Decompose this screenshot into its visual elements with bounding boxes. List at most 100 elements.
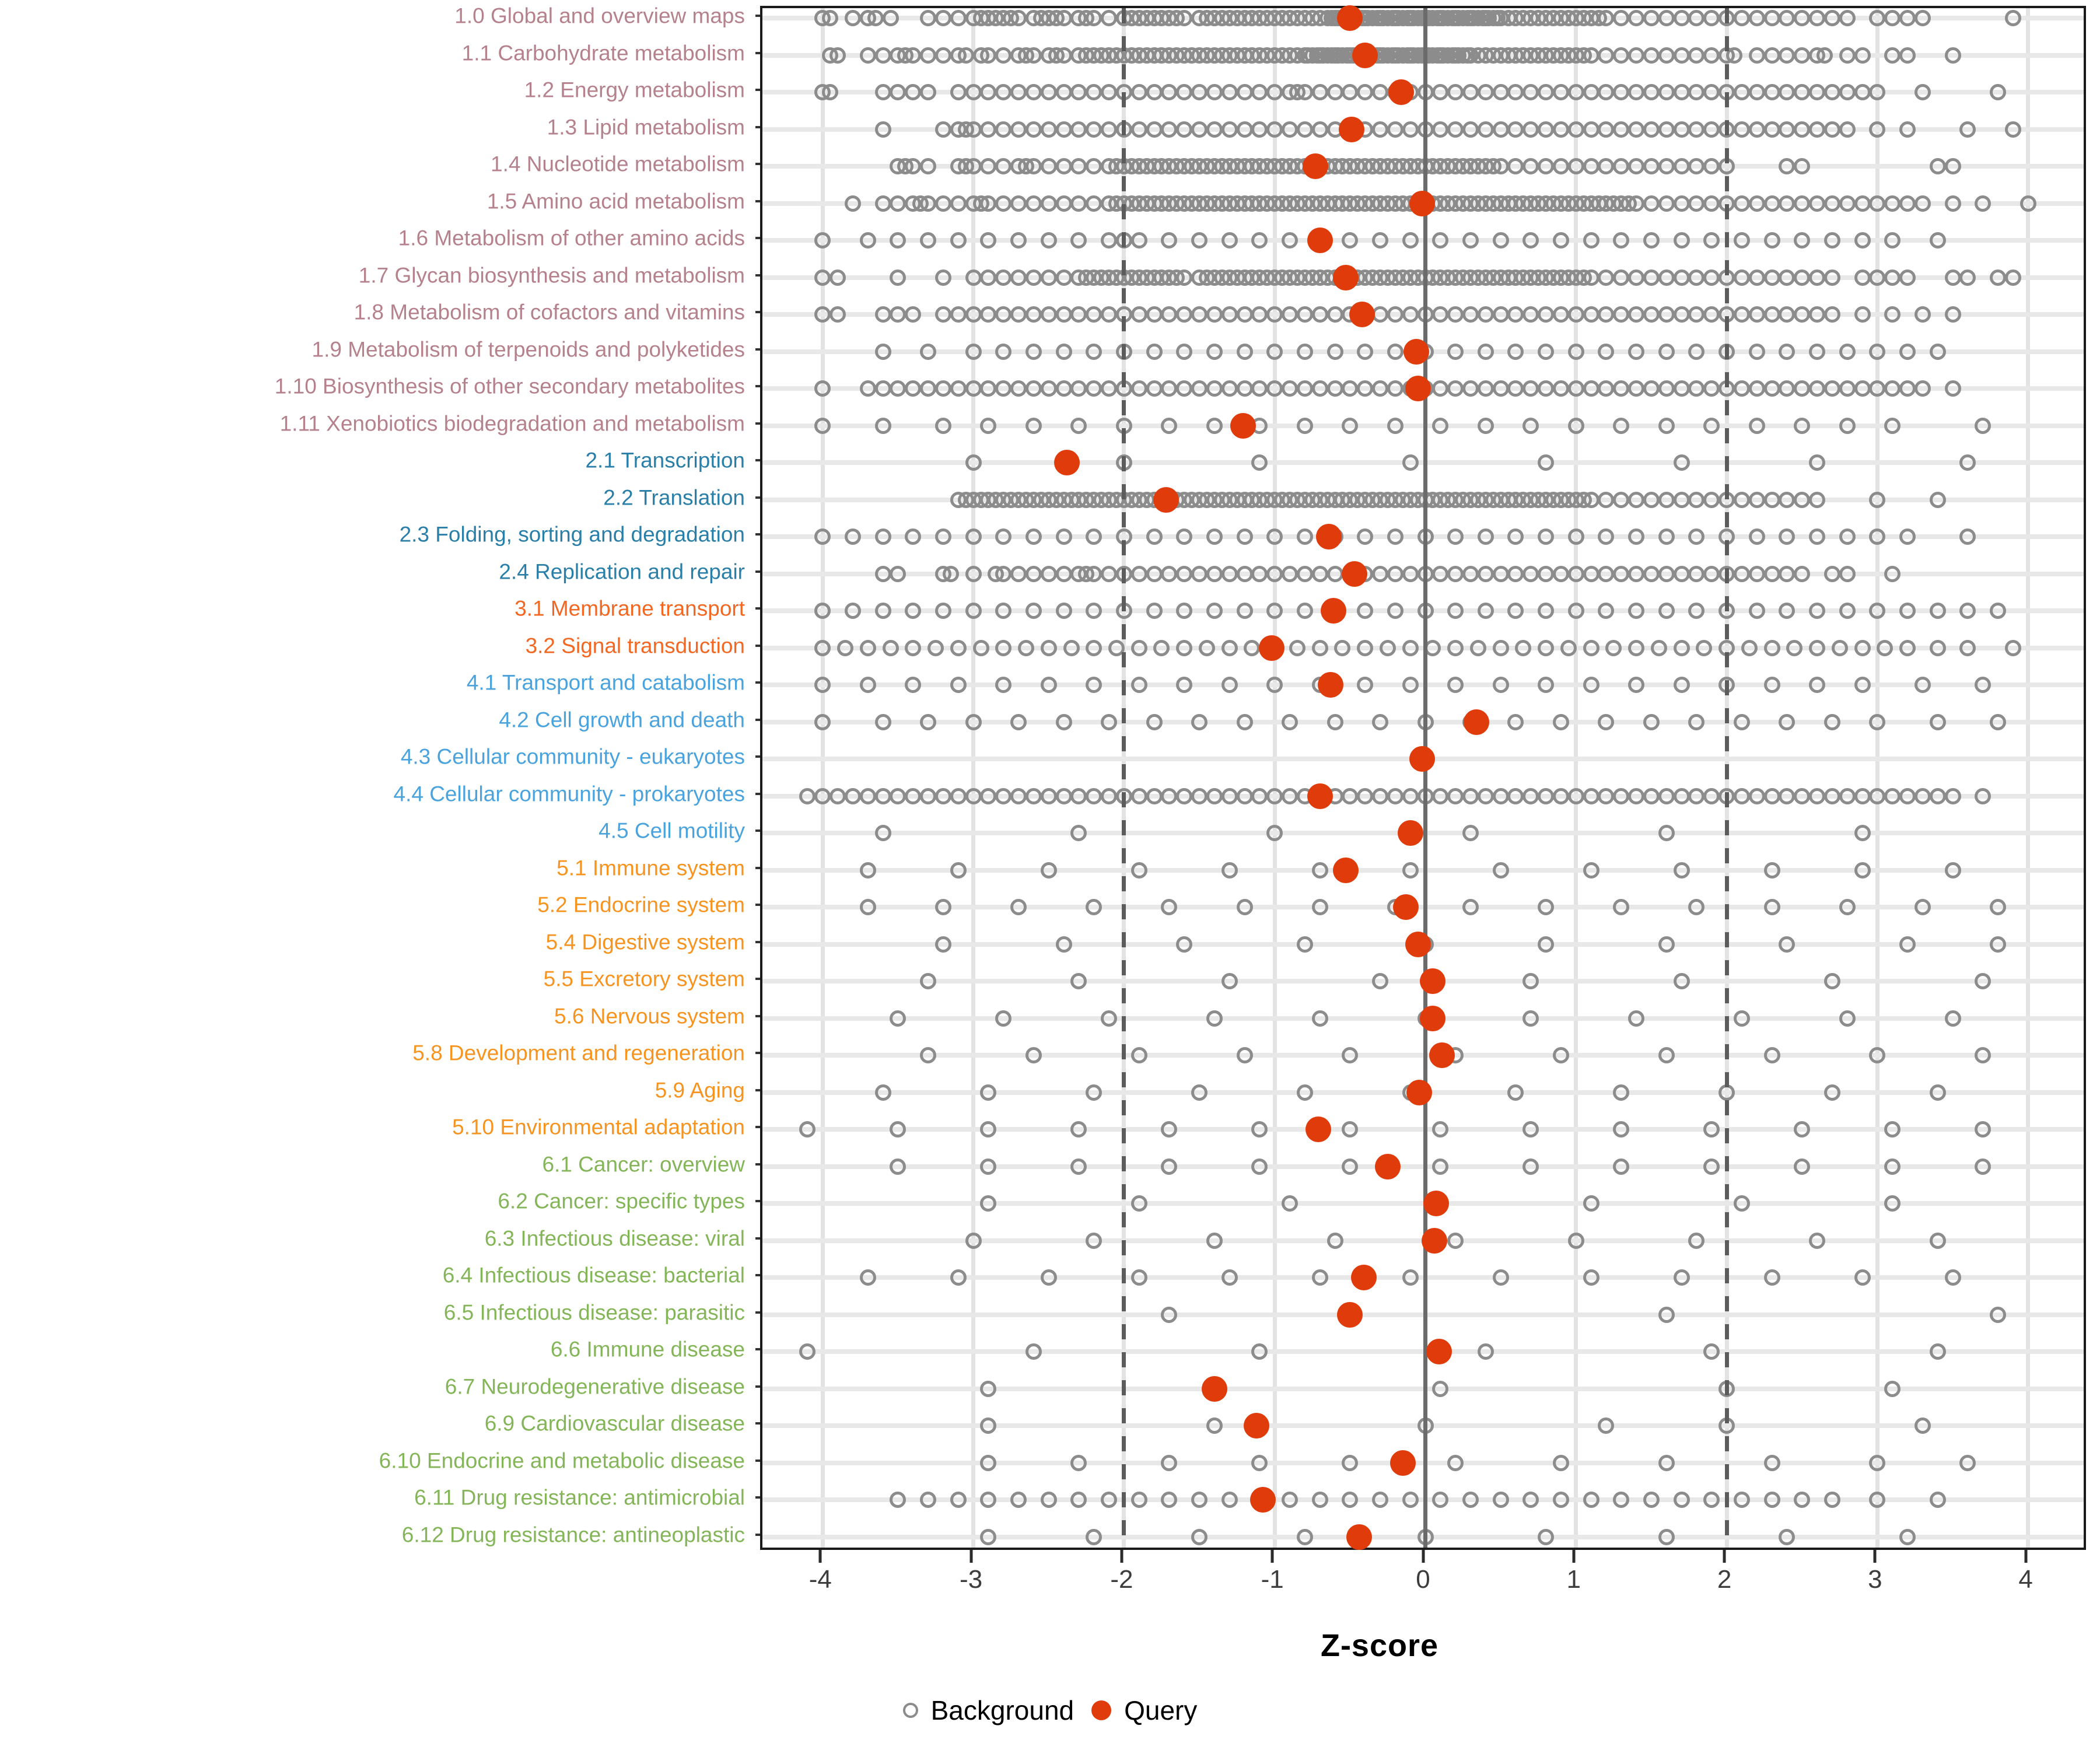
- background-point: [859, 862, 876, 878]
- query-point[interactable]: [1250, 1487, 1276, 1513]
- background-point: [1492, 158, 1509, 175]
- query-point[interactable]: [1332, 264, 1359, 290]
- background-point: [1703, 380, 1720, 397]
- query-point[interactable]: [1349, 302, 1376, 328]
- query-point[interactable]: [1307, 783, 1333, 809]
- background-point: [1688, 47, 1705, 64]
- background-point: [890, 269, 907, 286]
- background-point: [1779, 47, 1796, 64]
- query-point[interactable]: [1423, 1191, 1449, 1217]
- query-point[interactable]: [1337, 5, 1363, 31]
- background-point: [935, 10, 951, 26]
- background-point: [1779, 195, 1796, 212]
- background-point: [1748, 47, 1765, 64]
- background-point: [1447, 1454, 1464, 1471]
- background-point: [1839, 528, 1856, 545]
- background-point: [1326, 306, 1343, 323]
- background-point: [1794, 491, 1811, 508]
- background-point: [1824, 788, 1840, 804]
- query-point[interactable]: [1392, 894, 1419, 921]
- background-point: [1101, 10, 1118, 26]
- background-point: [1560, 639, 1577, 656]
- background-point: [1703, 1158, 1720, 1175]
- query-point[interactable]: [1316, 524, 1342, 550]
- background-point: [950, 1269, 967, 1286]
- background-point: [1658, 417, 1675, 434]
- query-point[interactable]: [1409, 190, 1436, 216]
- background-point: [1869, 380, 1886, 397]
- background-point: [859, 47, 876, 64]
- query-point[interactable]: [1244, 1413, 1270, 1439]
- query-point[interactable]: [1342, 561, 1368, 587]
- query-point[interactable]: [1404, 338, 1429, 365]
- query-point[interactable]: [1420, 1005, 1446, 1031]
- query-point[interactable]: [1201, 1376, 1227, 1402]
- background-point: [1809, 528, 1826, 545]
- query-point[interactable]: [1405, 376, 1431, 402]
- background-point: [1869, 195, 1886, 212]
- background-point: [1040, 232, 1057, 249]
- query-point[interactable]: [1426, 1339, 1452, 1365]
- background-point: [1387, 417, 1404, 434]
- category-label: 6.3 Infectious disease: viral: [484, 1226, 745, 1251]
- query-point[interactable]: [1302, 153, 1328, 180]
- background-point: [1130, 1047, 1147, 1064]
- background-point: [1538, 677, 1555, 694]
- legend-item-query: Query: [1091, 1695, 1197, 1726]
- background-point: [1040, 1269, 1057, 1286]
- query-point[interactable]: [1337, 1301, 1363, 1328]
- background-point: [1086, 603, 1102, 620]
- query-point[interactable]: [1054, 450, 1080, 476]
- query-point[interactable]: [1320, 598, 1346, 624]
- query-point[interactable]: [1405, 931, 1431, 957]
- background-point: [1779, 121, 1796, 138]
- query-point[interactable]: [1338, 116, 1364, 142]
- background-point: [1673, 269, 1690, 286]
- query-point[interactable]: [1153, 487, 1180, 513]
- background-point: [1025, 1047, 1042, 1064]
- background-point: [1130, 1269, 1147, 1286]
- background-point: [1763, 565, 1780, 582]
- background-point: [1598, 528, 1615, 545]
- background-point: [1598, 84, 1615, 101]
- query-point[interactable]: [1388, 79, 1415, 106]
- query-point[interactable]: [1346, 1524, 1372, 1550]
- query-point[interactable]: [1429, 1042, 1455, 1069]
- background-point: [1809, 306, 1826, 323]
- background-point: [1447, 639, 1464, 656]
- background-point: [1673, 565, 1690, 582]
- background-point: [1251, 232, 1268, 249]
- query-point[interactable]: [1397, 820, 1423, 846]
- query-point[interactable]: [1230, 412, 1256, 439]
- query-point[interactable]: [1317, 672, 1343, 698]
- background-point: [1673, 491, 1690, 508]
- background-point: [1402, 1269, 1419, 1286]
- background-point: [1703, 10, 1720, 26]
- query-point[interactable]: [1421, 1227, 1447, 1254]
- category-label: 6.6 Immune disease: [550, 1337, 745, 1362]
- background-point: [1161, 1121, 1178, 1138]
- query-point[interactable]: [1352, 42, 1378, 68]
- query-point[interactable]: [1420, 968, 1446, 995]
- query-point[interactable]: [1390, 1450, 1416, 1476]
- query-point[interactable]: [1409, 746, 1436, 772]
- query-point[interactable]: [1332, 857, 1359, 883]
- query-point[interactable]: [1406, 1079, 1433, 1105]
- query-point[interactable]: [1306, 1116, 1332, 1143]
- background-point: [1432, 1380, 1449, 1397]
- query-point[interactable]: [1259, 635, 1285, 661]
- query-point[interactable]: [1374, 1153, 1401, 1180]
- background-point: [965, 603, 982, 620]
- background-point: [1854, 380, 1871, 397]
- background-point: [935, 195, 951, 212]
- query-point[interactable]: [1464, 709, 1490, 735]
- query-point[interactable]: [1307, 228, 1333, 254]
- background-point: [995, 565, 1012, 582]
- background-point: [1794, 417, 1811, 434]
- background-point: [1688, 380, 1705, 397]
- query-point[interactable]: [1350, 1265, 1377, 1291]
- x-axis-tick: [2024, 1550, 2028, 1563]
- background-point: [1432, 565, 1449, 582]
- background-point: [1884, 306, 1901, 323]
- background-point: [1447, 528, 1464, 545]
